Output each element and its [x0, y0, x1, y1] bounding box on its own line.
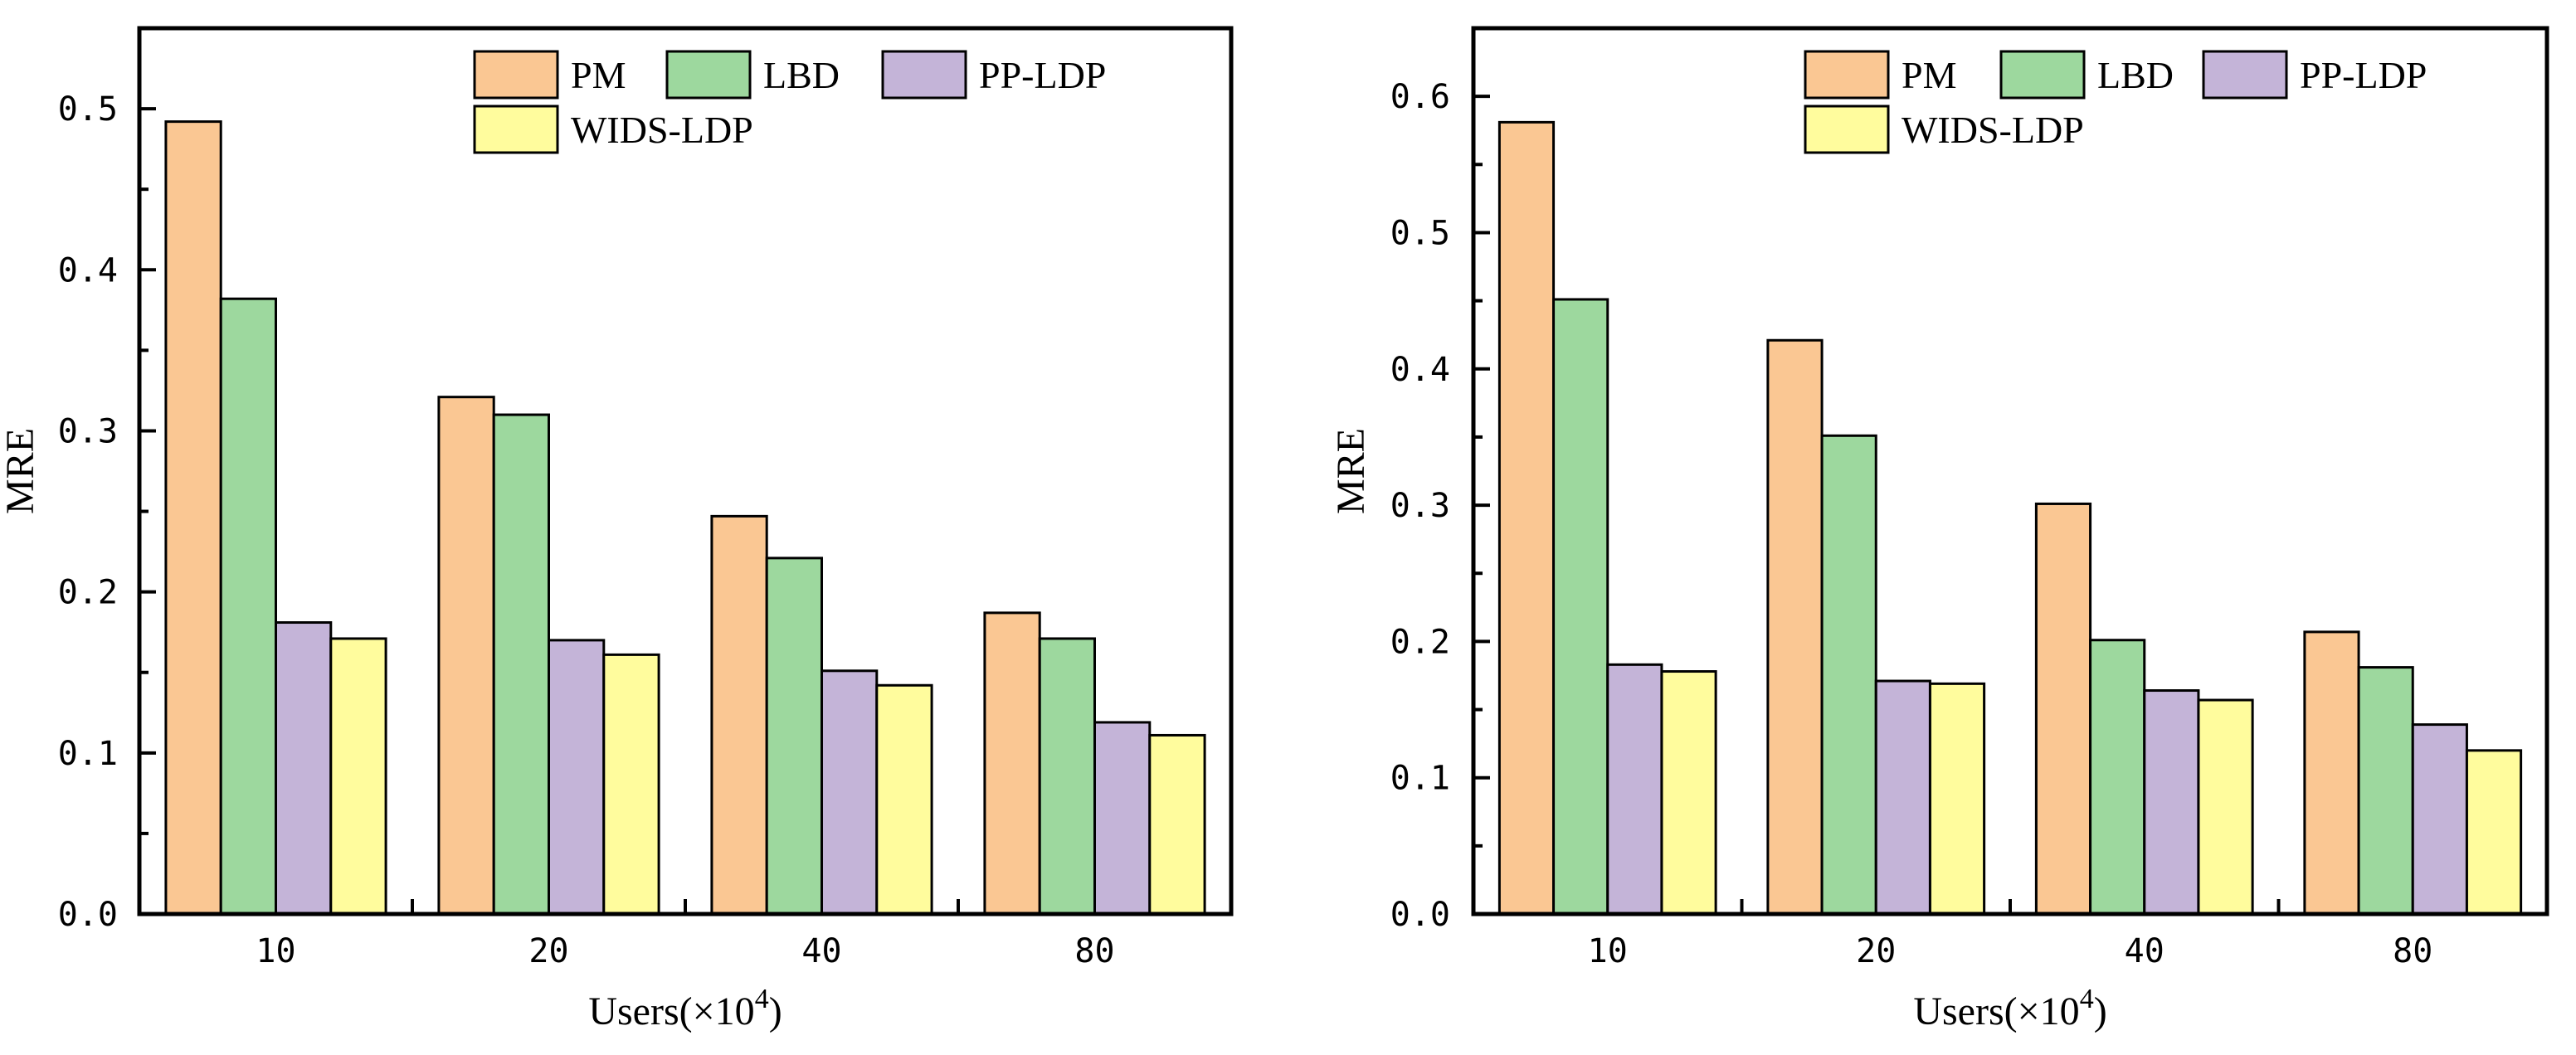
- bar-pp-ldp-20: [548, 639, 606, 916]
- bar-wids-ldp-10: [1660, 670, 1717, 916]
- x-tick-label: 80: [1074, 932, 1114, 970]
- plot-frame-top: [1471, 26, 2549, 916]
- legend-label-wids-ldp: WIDS-LDP: [1902, 109, 2084, 151]
- legend-swatch-wids-ldp: [473, 105, 559, 154]
- y-tick-label: 0.0: [58, 896, 118, 934]
- legend-label-lbd: LBD: [2097, 54, 2174, 96]
- y-tick-label: 0.5: [1390, 214, 1450, 252]
- legend-label-pm: PM: [1902, 54, 1956, 96]
- legend-swatch-lbd: [1999, 50, 2086, 100]
- bar-wids-ldp-80: [1148, 733, 1206, 916]
- legend-swatch-lbd: [665, 50, 752, 100]
- bar-pp-ldp-40: [2143, 689, 2200, 916]
- bar-pm-80: [2303, 630, 2360, 916]
- x-axis-title: Users(×104): [588, 984, 782, 1033]
- y-axis-title: MRE: [0, 428, 42, 514]
- bar-lbd-40: [765, 557, 823, 916]
- y-axis-title: MRE: [1329, 428, 1373, 514]
- x-tick-label: 20: [1856, 932, 1896, 970]
- legend-label-pp-ldp: PP-LDP: [2300, 54, 2427, 96]
- bar-pp-ldp-40: [821, 669, 879, 916]
- y-tick-label: 0.4: [1390, 351, 1450, 389]
- legend-label-pm: PM: [571, 54, 626, 96]
- y-tick-label: 0.1: [58, 735, 118, 773]
- bar-pm-10: [164, 120, 222, 916]
- legend-swatch-pp-ldp: [2202, 50, 2288, 100]
- legend: PM LBD PP-LDP WIDS-LDP: [473, 50, 1106, 154]
- plot-frame-top: [137, 26, 1234, 916]
- legend-swatch-wids-ldp: [1804, 105, 1890, 154]
- bar-pp-ldp-80: [2411, 723, 2468, 916]
- bar-wids-ldp-40: [875, 683, 933, 916]
- bar-wids-ldp-10: [329, 637, 387, 916]
- bar-pm-40: [2034, 502, 2092, 916]
- y-tick-label: 0.2: [1390, 623, 1450, 661]
- bar-wids-ldp-20: [1928, 682, 1986, 916]
- bar-pm-20: [437, 396, 495, 916]
- bar-lbd-10: [1552, 298, 1609, 916]
- bar-pm-10: [1497, 120, 1556, 916]
- legend-label-wids-ldp: WIDS-LDP: [571, 109, 753, 151]
- y-tick-label: 0.1: [1390, 760, 1450, 798]
- chart-right: 0.0 0.1 0.2 0.3 0.4 0.5 0.6 10 20 40 80 MRE Users(×1…: [1329, 26, 2549, 1033]
- x-tick-label: 40: [2125, 932, 2165, 970]
- legend-swatch-pm: [473, 50, 559, 100]
- bar-lbd-80: [2357, 666, 2414, 916]
- bar-lbd-10: [219, 297, 278, 916]
- bar-wids-ldp-80: [2465, 749, 2523, 916]
- bar-pm-40: [710, 514, 768, 916]
- y-tick-label: 0.3: [58, 412, 118, 450]
- y-tick-label: 0.2: [58, 574, 118, 612]
- x-tick-label: 80: [2393, 932, 2432, 970]
- bar-lbd-40: [2089, 639, 2146, 916]
- y-tick-label: 0.0: [1390, 896, 1450, 934]
- legend-swatch-pp-ldp: [881, 50, 967, 100]
- x-tick-label: 10: [256, 932, 295, 970]
- legend-label-pp-ldp: PP-LDP: [979, 54, 1106, 96]
- legend-swatch-pm: [1804, 50, 1890, 100]
- bar-wids-ldp-40: [2197, 698, 2254, 916]
- y-tick-label: 0.4: [58, 251, 118, 289]
- y-tick-label: 0.5: [58, 90, 118, 129]
- bar-lbd-80: [1038, 637, 1097, 916]
- bar-pp-ldp-10: [1606, 663, 1663, 916]
- bar-pm-20: [1766, 338, 1824, 916]
- chart-left: 0.0 0.1 0.2 0.3 0.4 0.5 10 20 40 80 MRE Users(×104)…: [0, 26, 1234, 1033]
- x-axis-title: Users(×104): [1913, 984, 2106, 1033]
- bar-lbd-20: [1820, 434, 1877, 916]
- bar-pp-ldp-20: [1874, 679, 1931, 916]
- bar-wids-ldp-20: [602, 653, 660, 916]
- bar-pp-ldp-80: [1093, 721, 1152, 916]
- x-tick-label: 10: [1588, 932, 1628, 970]
- bar-pp-ldp-10: [275, 621, 333, 916]
- legend: PM LBD PP-LDP WIDS-LDP: [1804, 50, 2427, 154]
- x-tick-label: 40: [801, 932, 841, 970]
- y-tick-label: 0.6: [1390, 78, 1450, 116]
- y-tick-label: 0.3: [1390, 487, 1450, 525]
- bar-lbd-20: [492, 413, 550, 916]
- legend-label-lbd: LBD: [763, 54, 840, 96]
- bar-pm-80: [983, 611, 1041, 916]
- x-tick-label: 20: [528, 932, 568, 970]
